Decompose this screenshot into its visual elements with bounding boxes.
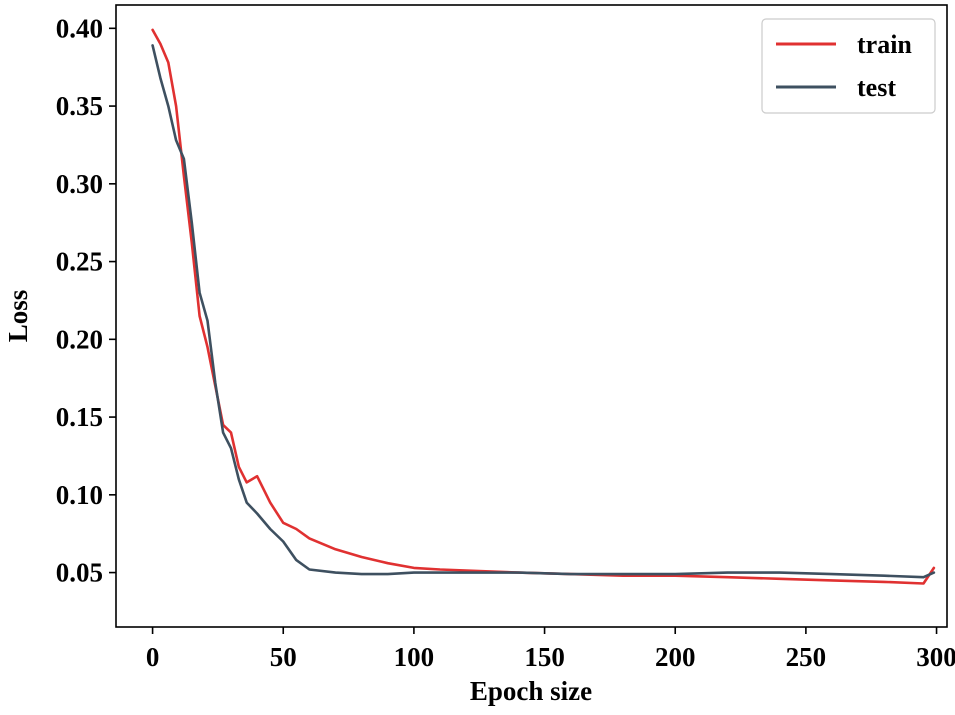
- series-layer: [151, 28, 936, 585]
- y-tick-label: 0.15: [56, 402, 103, 432]
- x-tick-label: 200: [655, 642, 696, 672]
- y-tick-label: 0.20: [56, 324, 103, 354]
- x-tick-label: 250: [786, 642, 827, 672]
- y-tick-label: 0.30: [56, 169, 103, 199]
- y-tick-label: 0.25: [56, 247, 103, 277]
- x-axis: 0 50 100 150 200 250 300: [146, 627, 955, 672]
- y-axis-label: Loss: [3, 290, 33, 343]
- legend: train test: [761, 18, 936, 114]
- y-tick-label: 0.40: [56, 13, 103, 43]
- x-tick-label: 50: [270, 642, 297, 672]
- series-line-test: [151, 44, 936, 579]
- plot-frame: [115, 4, 948, 628]
- x-axis-label: Epoch size: [470, 676, 592, 706]
- x-tick-label: 100: [394, 642, 435, 672]
- y-axis: 0.05 0.10 0.15 0.20 0.25 0.30 0.35 0.40: [56, 13, 116, 588]
- y-tick-label: 0.05: [56, 558, 103, 588]
- x-tick-label: 300: [916, 642, 955, 672]
- legend-label-test: test: [857, 73, 896, 102]
- x-tick-label: 150: [524, 642, 565, 672]
- legend-label-train: train: [857, 30, 912, 59]
- x-tick-label: 0: [146, 642, 160, 672]
- series-line-train: [151, 28, 936, 585]
- y-tick-label: 0.35: [56, 91, 103, 121]
- y-tick-label: 0.10: [56, 480, 103, 510]
